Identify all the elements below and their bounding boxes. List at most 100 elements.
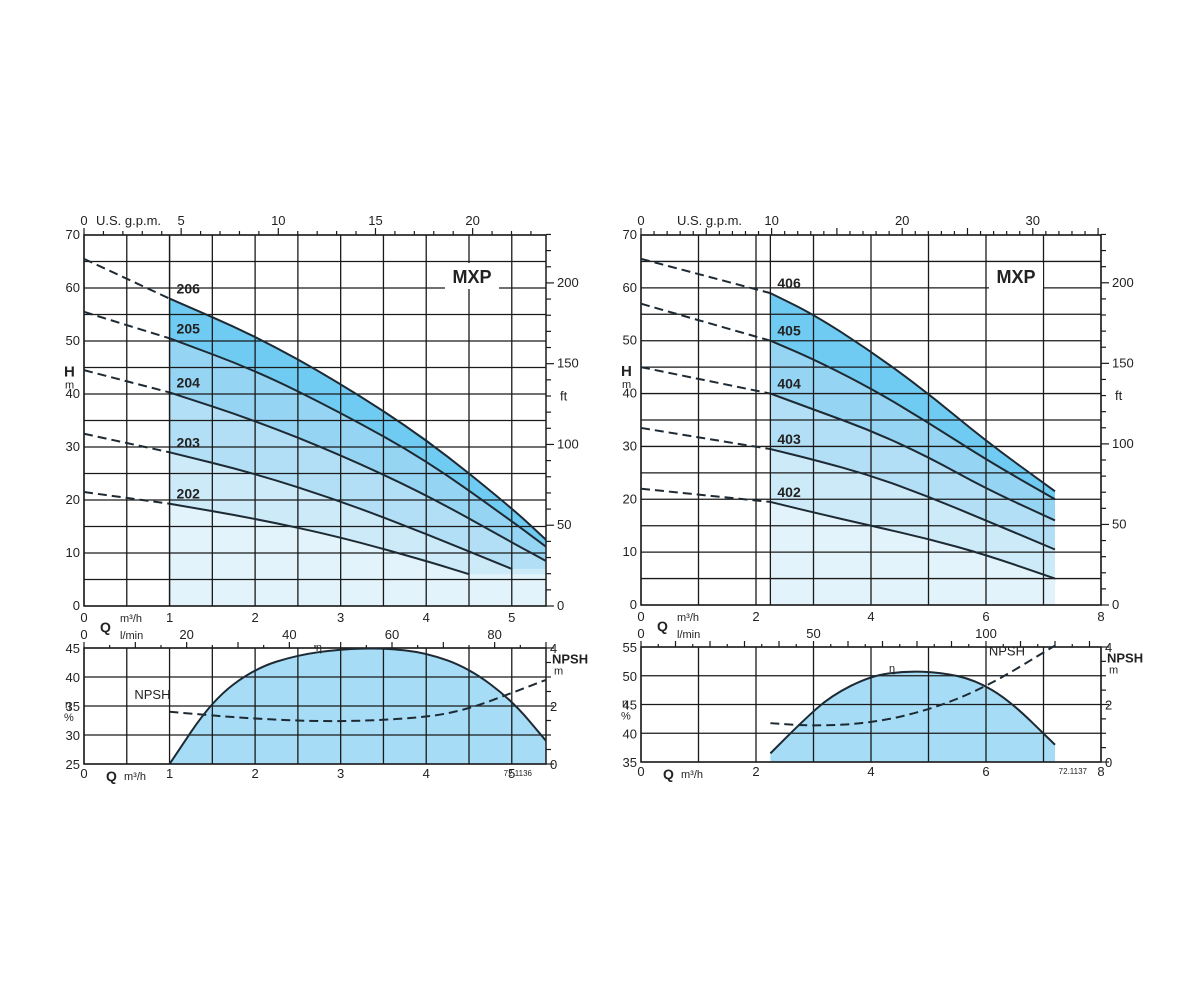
- y-tick-label: 30: [66, 439, 80, 454]
- sub-x-axis-label: Q: [106, 768, 117, 784]
- x-tick-label: 1: [166, 610, 173, 625]
- head-curves: 402 403 404 405 406: [640, 235, 1056, 605]
- series-202-curve: [169, 502, 470, 576]
- lmin-tick-label: 60: [385, 627, 399, 642]
- x-axis-label: Q: [657, 618, 668, 634]
- eff-tick-label: 55: [623, 640, 637, 655]
- y-axis-right: 0 50 100 150 200 ft: [546, 233, 579, 613]
- x-tick-label: 0: [637, 609, 644, 624]
- eff-tick-label: 40: [66, 670, 80, 685]
- sub-x-tick-label: 3: [337, 766, 344, 781]
- x-tick-label: 2: [752, 609, 759, 624]
- lmin-axis-label: l/min: [677, 629, 700, 641]
- ft-tick-label: 100: [557, 436, 579, 451]
- y-tick-label: 20: [66, 492, 80, 507]
- efficiency-curve-label: η: [316, 642, 322, 654]
- series-203-curve: [169, 451, 513, 570]
- lmin-tick-label: 0: [80, 627, 87, 642]
- ft-axis-label: ft: [1115, 388, 1123, 403]
- series-402-dashed: [640, 487, 771, 503]
- series-402-curve: [770, 500, 1056, 580]
- eff-tick-label: 30: [66, 728, 80, 743]
- efficiency-curve-label: η: [889, 663, 895, 675]
- gpm-tick-label: 10: [271, 213, 285, 228]
- y-axis-unit: m: [622, 379, 631, 391]
- efficiency-fill: [770, 671, 1055, 762]
- sub-x-axis-unit: m³/h: [124, 771, 146, 783]
- npsh-tick-label: 2: [550, 699, 557, 714]
- y-tick-label: 70: [623, 227, 637, 242]
- series-205-curve: [169, 337, 547, 548]
- eff-tick-label: 50: [623, 669, 637, 684]
- npsh-curve: [770, 644, 1056, 727]
- sub-x-tick-label: 6: [982, 764, 989, 779]
- series-404-curve: [770, 392, 1056, 522]
- ft-tick-label: 150: [1112, 355, 1134, 370]
- series-206-dashed: [83, 257, 170, 300]
- x-tick-label: 5: [508, 610, 515, 625]
- gpm-axis-label: U.S. g.p.m.: [96, 213, 161, 228]
- series-406-curve: [769, 292, 1056, 493]
- npsh-axis-unit: m: [554, 666, 563, 678]
- head-curves: 202 203 204 205 206: [83, 235, 547, 606]
- band-402: [770, 501, 1055, 605]
- sub-x-tick-label: 5: [508, 766, 515, 781]
- npsh-tick-label: 0: [1105, 755, 1112, 770]
- npsh-tick-label: 2: [1105, 698, 1112, 713]
- y-tick-label: 10: [623, 544, 637, 559]
- npsh-tick-label: 4: [550, 641, 557, 656]
- y-tick-label: 40: [66, 386, 80, 401]
- ft-axis-label: ft: [560, 389, 568, 404]
- y-axis-right: 0 50 100 150 200 ft: [1101, 233, 1134, 612]
- ft-tick-label: 200: [1112, 275, 1134, 290]
- chart-title: MXP: [996, 267, 1035, 287]
- ft-tick-label: 50: [1112, 516, 1126, 531]
- series-203-dashed: [83, 432, 170, 454]
- gpm-tick-label: 30: [1026, 213, 1040, 228]
- y-axis-label: H: [621, 363, 632, 380]
- gpm-tick-label: 5: [178, 213, 185, 228]
- efficiency-curve: [168, 647, 547, 765]
- band-202: [169, 503, 547, 606]
- eff-axis-label: η: [65, 699, 71, 711]
- series-label-402: 402: [777, 484, 801, 500]
- x-axis-lmin: 0 50 100 l/min: [637, 626, 1091, 647]
- y-axis-label: H: [64, 364, 75, 381]
- gpm-axis-label: U.S. g.p.m.: [677, 213, 742, 228]
- series-label-406: 406: [777, 275, 801, 291]
- title-box: [989, 263, 1043, 289]
- sub-x-tick-label: 2: [251, 766, 258, 781]
- sub-x-tick-label: 4: [867, 764, 874, 779]
- npsh-curve-label: NPSH: [134, 687, 170, 702]
- lmin-tick-label: 100: [975, 626, 997, 641]
- ft-tick-label: 100: [1112, 436, 1134, 451]
- npsh-tick-label: 0: [550, 757, 557, 772]
- x-axis-bottom: 0 1 2 3 4 5 Q m³/h: [80, 610, 515, 635]
- series-206-curve: [169, 297, 547, 541]
- y-tick-label: 0: [630, 597, 637, 612]
- npsh-axis-label: NPSH: [552, 652, 588, 667]
- series-403-curve: [770, 448, 1056, 551]
- eff-axis-unit: %: [621, 711, 631, 723]
- lmin-tick-label: 40: [282, 627, 296, 642]
- y-axis-left: 0 10 20 30 40 50 60 70 Hm: [64, 227, 80, 613]
- x-tick-label: 0: [80, 610, 87, 625]
- sub-x-axis-unit: m³/h: [681, 769, 703, 781]
- y-tick-label: 0: [73, 598, 80, 613]
- gpm-tick-label: 20: [465, 213, 479, 228]
- npsh-curve: [169, 678, 547, 723]
- series-404-dashed: [640, 366, 771, 395]
- sub-x-tick-label: 4: [423, 766, 430, 781]
- x-axis-bottom: 0 2 4 6 8 Q m³/h: [637, 609, 1104, 634]
- eff-tick-label: 40: [623, 726, 637, 741]
- series-label-202: 202: [177, 486, 201, 502]
- title-box: [445, 263, 499, 289]
- lmin-tick-label: 20: [179, 627, 193, 642]
- y-axis-left: 0 10 20 30 40 50 60 70 Hm: [621, 227, 637, 612]
- npsh-axis-label: NPSH: [1107, 650, 1143, 665]
- eff-axis-label: η: [622, 698, 628, 710]
- chart-mxp-200: 202203204205206MXP010203040506070Hm05010…: [64, 213, 588, 784]
